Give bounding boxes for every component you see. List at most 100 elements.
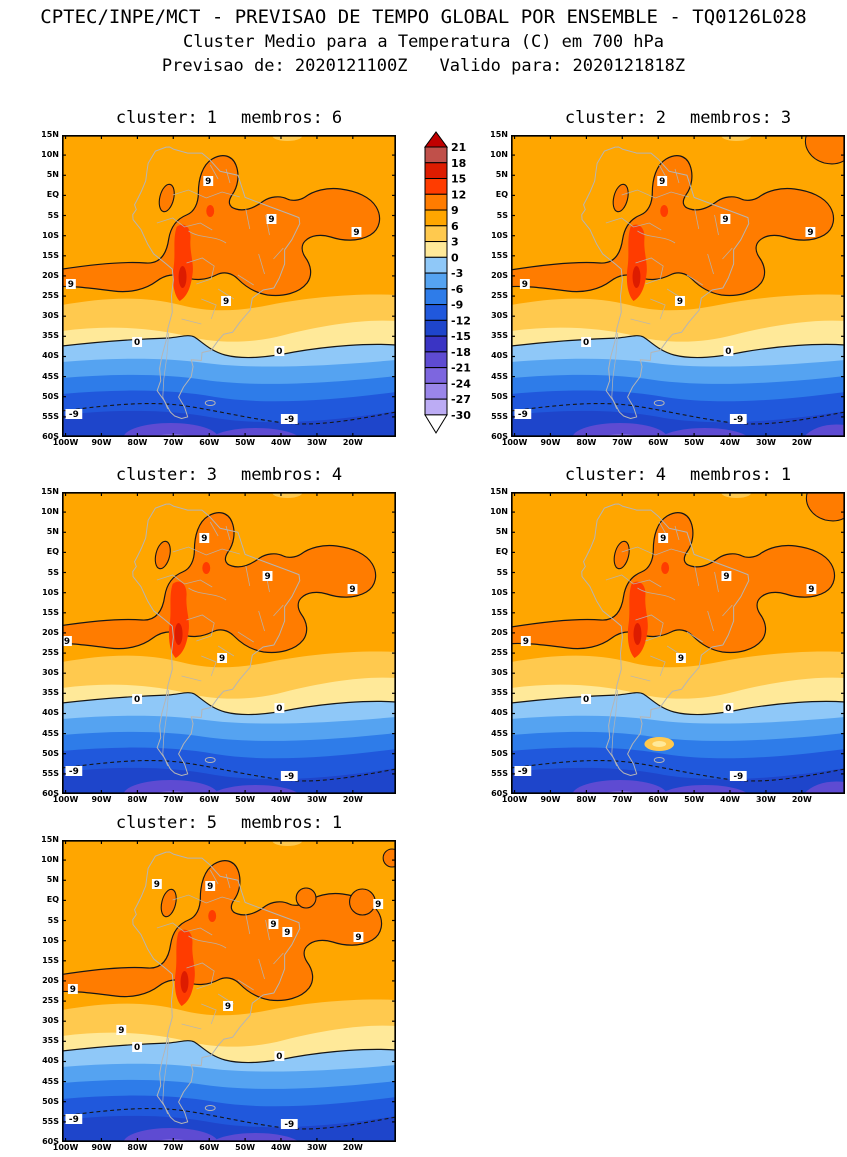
lat-tick-label: 40S	[42, 708, 59, 718]
contour-label: 9	[203, 176, 214, 187]
svg-text:9: 9	[205, 177, 211, 187]
svg-text:9: 9	[223, 297, 229, 307]
zero-contour-line	[62, 335, 396, 359]
lon-tick-label: 70W	[163, 438, 184, 447]
lat-tick-label: 5N	[46, 170, 59, 180]
lat-tick-label: 15N	[41, 487, 59, 496]
colorbar-below-min	[424, 414, 448, 434]
cluster-label: cluster:	[564, 465, 647, 485]
cluster-number: 1	[206, 108, 217, 128]
panel-title: cluster: 1 membros: 6	[62, 108, 396, 135]
colorbar-label: 9	[451, 204, 459, 217]
svg-text:9: 9	[353, 228, 359, 238]
lat-tick-label: 50S	[491, 391, 508, 401]
map-frame	[511, 492, 845, 794]
contour-label: 9	[62, 636, 72, 647]
lat-tick-label: 35S	[42, 688, 59, 698]
svg-text:-9: -9	[69, 410, 79, 420]
lat-tick-label: 15S	[42, 955, 59, 965]
colorbar-label: 15	[451, 173, 466, 186]
colorbar-box	[424, 382, 448, 400]
svg-text:9: 9	[355, 933, 361, 943]
lat-tick-label: 5S	[496, 210, 508, 220]
coastline	[581, 503, 750, 776]
map-area: 9 9 9 9 9 0 0 -9 -9 15N 10N 5N EQ 5S 10S 15S 20S 25S 30S 3…	[490, 488, 845, 804]
subtitle: Cluster Medio para a Temperatura (C) em …	[182, 32, 665, 52]
contour-label: -9	[729, 771, 747, 782]
lat-tick-label: 40S	[42, 351, 59, 361]
temperature-map: 9 9 9 9 9 0 0 -9 -9	[62, 135, 396, 437]
lat-tick-label: 25S	[491, 648, 508, 658]
svg-text:0: 0	[583, 695, 589, 705]
contour-label: -9	[514, 766, 532, 777]
lon-tick-label: 90W	[91, 795, 112, 804]
lon-tick-label: 30W	[306, 1143, 327, 1152]
svg-text:9: 9	[523, 637, 529, 647]
svg-text:9: 9	[807, 228, 813, 238]
contour-label: 0	[723, 346, 734, 357]
membros-number: 3	[780, 108, 792, 128]
coastline	[581, 146, 750, 419]
contour-label: -9	[280, 771, 298, 782]
lat-tick-label: 55S	[491, 411, 508, 421]
lat-tick-label: 5N	[46, 527, 59, 537]
lat-tick-label: 55S	[42, 768, 59, 778]
coastline	[132, 146, 301, 419]
lat-tick-label: 5S	[496, 567, 508, 577]
lat-tick-label: EQ	[46, 547, 59, 557]
lat-tick-label: 10S	[491, 587, 508, 597]
svg-text:-9: -9	[284, 415, 294, 425]
contour-label: 9	[67, 984, 78, 995]
contour-label: 9	[65, 279, 76, 290]
contour-label: 9	[675, 296, 685, 307]
svg-text:9: 9	[660, 534, 666, 544]
lon-tick-label: 100W	[52, 795, 79, 804]
lat-tick-label: 60S	[491, 789, 508, 798]
svg-text:-9: -9	[518, 410, 528, 420]
lat-tick-label: 25S	[42, 996, 59, 1006]
svg-text:9: 9	[284, 928, 290, 938]
lat-tick-label: 40S	[42, 1056, 59, 1066]
lat-tick-label: 10S	[491, 230, 508, 240]
map-area: 9 9 9 9 9 0 0 -9 -9 15N 10N 5N EQ 5S 10S 15S 20S 25S 30S 3…	[41, 488, 396, 804]
contour-label: 9	[373, 899, 384, 910]
colorbar-label: 0	[451, 251, 459, 264]
minus9-contour-line	[62, 760, 396, 782]
colorbar-label: -30	[451, 409, 471, 422]
contour-label: 9	[266, 214, 277, 225]
lat-tick-label: 20S	[491, 270, 508, 280]
lat-tick-label: 60S	[42, 1137, 59, 1146]
contour-label: 9	[805, 227, 816, 238]
lon-tick-label: 40W	[720, 795, 740, 804]
lat-tick-label: 10N	[41, 150, 59, 160]
lat-tick-label: 5N	[46, 875, 59, 885]
lat-tick-label: 15S	[42, 250, 59, 260]
lat-tick-label: EQ	[46, 190, 59, 200]
header: CPTEC/INPE/MCT - PREVISAO DE TEMPO GLOBA…	[0, 5, 847, 78]
colorbar-box	[424, 335, 448, 353]
panel-cluster-3: cluster: 3 membros: 4 9 9 9 9 9 0 0 -9 -9 15N 10N 5N E…	[41, 465, 396, 804]
lat-tick-label: 35S	[42, 331, 59, 341]
membros-number: 1	[780, 465, 792, 485]
svg-text:9: 9	[808, 585, 814, 595]
colorbar-label: -18	[451, 346, 471, 359]
map-frame	[62, 135, 396, 437]
lat-tick-label: 25S	[491, 291, 508, 301]
svg-text:9: 9	[659, 177, 665, 187]
svg-text:9: 9	[264, 572, 270, 582]
lat-tick-label: 15N	[41, 835, 59, 844]
svg-text:9: 9	[219, 654, 225, 664]
contour-label: -9	[65, 409, 83, 420]
lat-tick-label: 15N	[490, 130, 508, 139]
svg-text:9: 9	[64, 637, 70, 647]
svg-text:0: 0	[134, 1043, 140, 1053]
contour-label: 0	[132, 1042, 143, 1053]
svg-text:-9: -9	[69, 1115, 79, 1125]
map-frame	[62, 492, 396, 794]
membros-label: membros:	[690, 465, 772, 485]
lat-tick-label: 45S	[42, 371, 59, 381]
lat-tick-label: 10S	[42, 587, 59, 597]
lat-tick-label: 40S	[491, 708, 508, 718]
svg-text:9: 9	[678, 654, 684, 664]
contour-label: 0	[274, 1051, 285, 1062]
